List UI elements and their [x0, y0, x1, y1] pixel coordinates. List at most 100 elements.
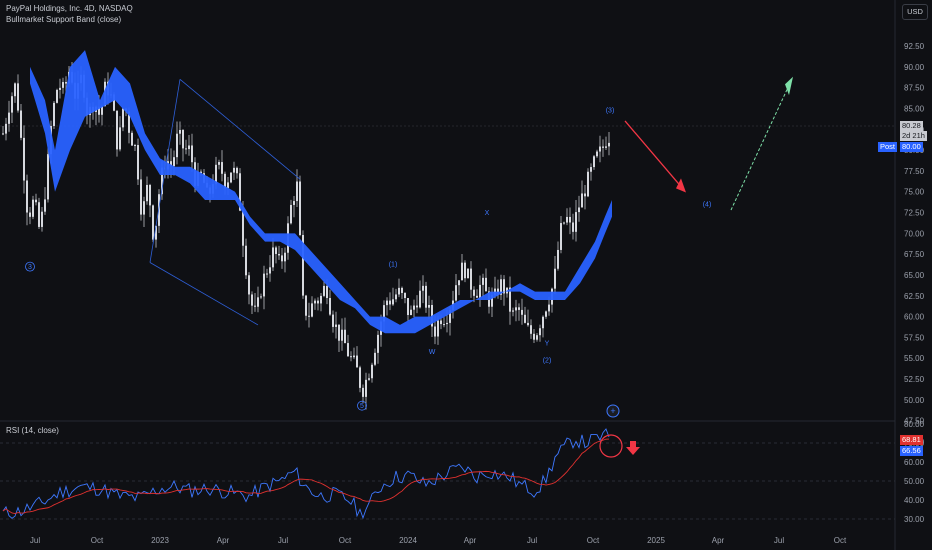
candle-body — [359, 367, 361, 388]
add-pane-button[interactable] — [606, 404, 620, 418]
wave-w-label: W — [429, 349, 436, 356]
candle-body — [200, 171, 202, 174]
wave-1-label: (1) — [389, 262, 398, 269]
wave-x-label: X — [485, 210, 490, 217]
candle-body — [500, 279, 502, 295]
time-tick-label: Oct — [339, 536, 352, 545]
candle-body — [56, 89, 58, 103]
candle-body — [443, 324, 445, 326]
down-arrow-icon — [626, 441, 640, 455]
candle-body — [8, 112, 10, 124]
candle-body — [422, 285, 424, 291]
candle-body — [134, 145, 136, 147]
candle-body — [419, 290, 421, 308]
candle-body — [539, 328, 541, 336]
price-tick-label: 87.50 — [904, 84, 925, 93]
candle-body — [515, 307, 517, 311]
wedge-upper-line — [179, 78, 301, 180]
candle-body — [527, 322, 529, 326]
candle-body — [575, 212, 577, 232]
rsi-tick-label: 30.00 — [904, 515, 925, 524]
candle-body — [137, 145, 139, 180]
candle-body — [593, 156, 595, 168]
candle-body — [215, 164, 217, 185]
candle-body — [350, 356, 352, 358]
time-tick-label: Apr — [464, 536, 477, 545]
support-band — [30, 50, 612, 334]
candle-body — [269, 267, 271, 274]
candle-body — [401, 287, 403, 293]
time-tick-label: Jul — [278, 536, 288, 545]
candle-body — [356, 355, 358, 368]
candle-body — [5, 123, 7, 134]
wave-3-label-circle — [25, 261, 35, 272]
candle-body — [308, 315, 310, 317]
candle-body — [542, 316, 544, 329]
symbol-title: PayPal Holdings, Inc. 4D, NASDAQ — [6, 4, 133, 13]
time-tick-label: Apr — [217, 536, 230, 545]
candle-body — [584, 193, 586, 197]
price-tick-label: 85.00 — [904, 104, 925, 113]
candle-body — [413, 305, 415, 310]
candle-body — [458, 280, 460, 286]
candle-body — [425, 285, 427, 308]
candle-body — [587, 171, 589, 197]
candle-body — [272, 247, 274, 268]
candle-body — [23, 137, 25, 181]
candle-body — [428, 304, 430, 308]
candle-body — [338, 324, 340, 341]
candle-body — [590, 167, 592, 172]
candle-body — [461, 262, 463, 281]
indicator-title: Bullmarket Support Band (close) — [6, 15, 122, 24]
candle-body — [20, 110, 22, 138]
candle-body — [185, 148, 187, 150]
rsi-tick-label: 80.00 — [904, 420, 925, 429]
candle-body — [365, 379, 367, 397]
candle-body — [230, 172, 232, 183]
candle-body — [236, 167, 238, 174]
currency-button[interactable]: USD — [902, 4, 928, 20]
candle-body — [149, 184, 151, 206]
candle-body — [455, 285, 457, 301]
candle-body — [17, 83, 19, 111]
candle-body — [554, 268, 556, 289]
candle-body — [560, 223, 562, 250]
candle-body — [119, 127, 121, 150]
wave-y-label: Y — [545, 341, 550, 348]
price-tick-label: 60.00 — [904, 313, 925, 322]
price-tick-label: 62.50 — [904, 292, 925, 301]
price-tick-label: 57.50 — [904, 333, 925, 342]
rsi-line — [2, 428, 610, 520]
candle-body — [188, 145, 190, 150]
rsi-ma-line — [2, 438, 610, 515]
candle-body — [545, 311, 547, 317]
candle-body — [509, 287, 511, 312]
candle-body — [533, 333, 535, 340]
bull-projection-line — [730, 80, 792, 211]
candle-body — [374, 352, 376, 365]
candle-body — [35, 199, 37, 203]
candle-body — [326, 285, 328, 299]
candle-body — [395, 294, 397, 300]
candle-body — [581, 193, 583, 208]
candle-body — [548, 304, 550, 312]
candle-body — [530, 325, 532, 334]
last-price-tag: 80.28 — [900, 121, 923, 131]
candle-body — [278, 253, 280, 256]
candle-body — [140, 179, 142, 215]
wave-3-label: 3 — [28, 264, 32, 271]
candle-body — [293, 201, 295, 205]
time-tick-label: 2023 — [151, 536, 169, 545]
candle-body — [32, 199, 34, 217]
candle-body — [113, 94, 115, 111]
bear-arrow-head — [676, 178, 686, 193]
candle-body — [2, 133, 4, 135]
candle-body — [368, 378, 370, 380]
candle-body — [512, 310, 514, 312]
candle-body — [476, 295, 478, 298]
price-tick-label: 90.00 — [904, 63, 925, 72]
candle-body — [62, 82, 64, 88]
candle-body — [224, 173, 226, 189]
candle-body — [407, 298, 409, 316]
